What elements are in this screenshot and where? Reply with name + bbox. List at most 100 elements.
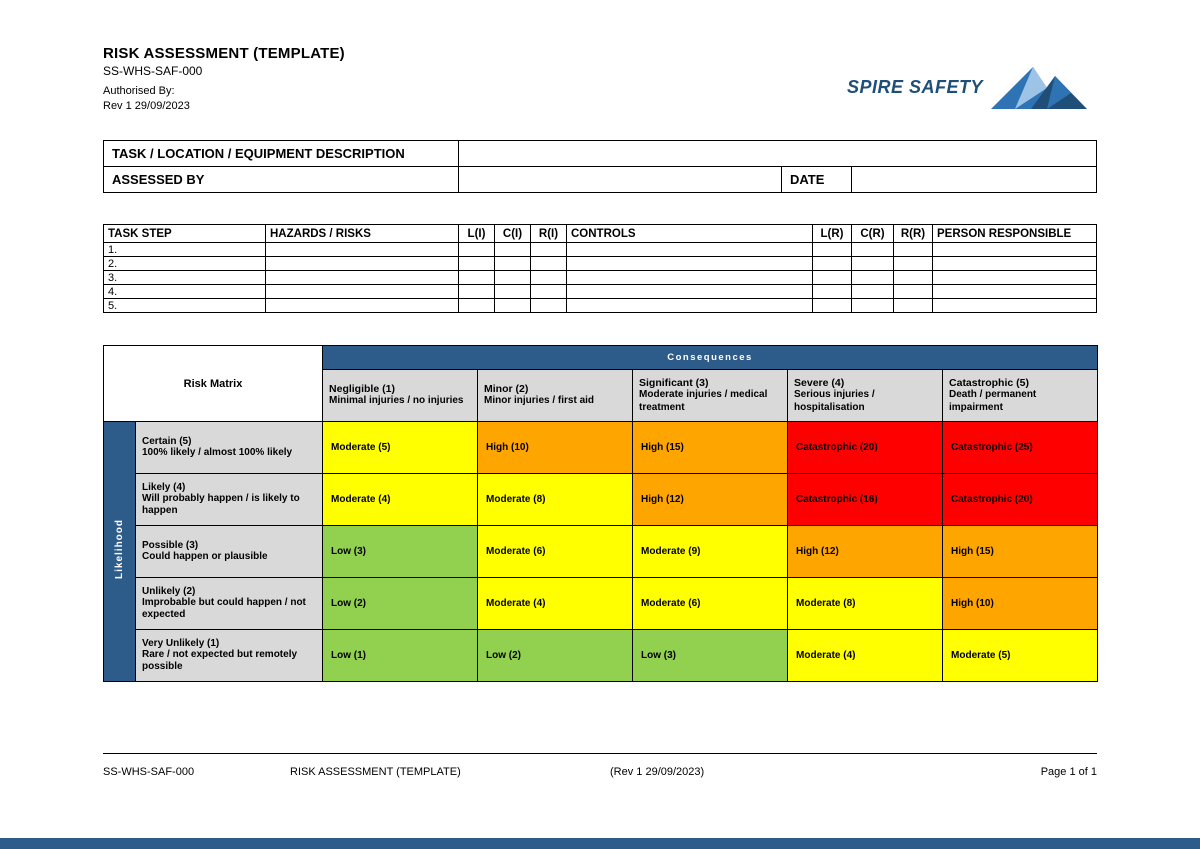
document-page: RISK ASSESSMENT (TEMPLATE) SS-WHS-SAF-00…	[102, 45, 1099, 682]
risk-cell: High (10)	[942, 577, 1099, 630]
consequence-title: Significant (3)	[639, 377, 709, 389]
row-number: 2.	[103, 256, 266, 271]
input-cell[interactable]	[812, 270, 852, 285]
table-row: 5.	[103, 298, 1097, 313]
input-cell[interactable]	[851, 242, 894, 257]
spire-safety-logo: SPIRE SAFETY	[847, 63, 1097, 111]
input-cell[interactable]	[812, 298, 852, 313]
document-footer: SS-WHS-SAF-000 RISK ASSESSMENT (TEMPLATE…	[103, 753, 1097, 778]
input-cell[interactable]	[566, 242, 813, 257]
risk-cell: Moderate (5)	[942, 629, 1099, 682]
input-cell[interactable]	[932, 284, 1097, 299]
input-cell[interactable]	[893, 256, 933, 271]
matrix-row-unlikely: Unlikely (2) Improbable but could happen…	[104, 577, 1099, 630]
risk-cell: Low (2)	[477, 629, 634, 682]
input-cell[interactable]	[458, 166, 782, 193]
input-cell[interactable]	[458, 140, 1097, 167]
input-cell[interactable]	[566, 256, 813, 271]
input-cell[interactable]	[893, 270, 933, 285]
input-cell[interactable]	[851, 284, 894, 299]
input-cell[interactable]	[530, 298, 567, 313]
col-ri: R(I)	[530, 224, 567, 243]
input-cell[interactable]	[893, 242, 933, 257]
input-cell[interactable]	[893, 284, 933, 299]
input-cell[interactable]	[851, 166, 1097, 193]
input-cell[interactable]	[932, 256, 1097, 271]
consequence-desc: Minimal injuries / no injuries	[329, 395, 464, 407]
input-cell[interactable]	[851, 298, 894, 313]
input-cell[interactable]	[851, 270, 894, 285]
consequence-columns-row: Negligible (1) Minimal injuries / no inj…	[104, 369, 1099, 422]
input-cell[interactable]	[265, 284, 459, 299]
input-cell[interactable]	[265, 256, 459, 271]
input-cell[interactable]	[265, 270, 459, 285]
input-cell[interactable]	[932, 270, 1097, 285]
row-number: 3.	[103, 270, 266, 285]
input-cell[interactable]	[458, 242, 495, 257]
likelihood-row-label: Very Unlikely (1) Rare / not expected bu…	[134, 629, 324, 682]
risk-cell: Catastrophic (25)	[942, 421, 1099, 474]
col-cr: C(R)	[851, 224, 894, 243]
footer-revision: (Rev 1 29/09/2023)	[610, 766, 705, 778]
input-cell[interactable]	[265, 298, 459, 313]
input-cell[interactable]	[458, 298, 495, 313]
risk-cell: Moderate (8)	[787, 577, 944, 630]
consequences-header-row: Risk Matrix Consequences	[102, 345, 1099, 422]
risk-cell: Moderate (5)	[322, 421, 479, 474]
input-cell[interactable]	[265, 242, 459, 257]
likelihood-title: Unlikely (2)	[142, 585, 196, 597]
risk-cell: Moderate (4)	[477, 577, 634, 630]
input-cell[interactable]	[494, 298, 531, 313]
table-row: 3.	[103, 270, 1097, 285]
matrix-row-possible: Possible (3) Could happen or plausible L…	[104, 525, 1099, 578]
input-cell[interactable]	[530, 284, 567, 299]
consequence-title: Negligible (1)	[329, 383, 395, 396]
assessed-by-label: ASSESSED BY	[103, 166, 459, 193]
task-location-label: TASK / LOCATION / EQUIPMENT DESCRIPTION	[103, 140, 459, 167]
input-cell[interactable]	[458, 256, 495, 271]
input-cell[interactable]	[566, 284, 813, 299]
likelihood-row-label: Likely (4) Will probably happen / is lik…	[134, 473, 324, 526]
input-cell[interactable]	[566, 298, 813, 313]
mountain-logo-icon	[987, 63, 1097, 111]
input-cell[interactable]	[458, 284, 495, 299]
input-cell[interactable]	[530, 256, 567, 271]
input-cell[interactable]	[566, 270, 813, 285]
col-lr: L(R)	[812, 224, 852, 243]
col-li: L(I)	[458, 224, 495, 243]
risk-cell: Low (3)	[632, 629, 789, 682]
input-cell[interactable]	[530, 242, 567, 257]
input-cell[interactable]	[932, 298, 1097, 313]
table-row: 1.	[103, 242, 1097, 257]
risk-cell: Moderate (9)	[632, 525, 789, 578]
consequence-desc: Minor injuries / first aid	[484, 395, 595, 407]
risk-cell: Moderate (4)	[322, 473, 479, 526]
consequence-desc: Moderate injuries / medical treatment	[639, 389, 768, 413]
col-task-step: TASK STEP	[103, 224, 266, 243]
input-cell[interactable]	[494, 242, 531, 257]
input-cell[interactable]	[458, 270, 495, 285]
consequence-title: Severe (4)	[794, 377, 845, 389]
consequence-desc: Death / permanent impairment	[949, 389, 1037, 413]
input-cell[interactable]	[851, 256, 894, 271]
input-cell[interactable]	[494, 256, 531, 271]
input-cell[interactable]	[530, 270, 567, 285]
footer-page-number: Page 1 of 1	[1040, 766, 1097, 778]
input-cell[interactable]	[494, 284, 531, 299]
input-cell[interactable]	[812, 256, 852, 271]
consequence-column-significant: Significant (3) Moderate injuries / medi…	[632, 369, 789, 422]
doc-id: SS-WHS-SAF-000	[103, 64, 203, 78]
likelihood-title: Very Unlikely (1)	[142, 637, 220, 649]
input-cell[interactable]	[932, 242, 1097, 257]
logo-text: SPIRE SAFETY	[846, 76, 983, 97]
input-cell[interactable]	[812, 284, 852, 299]
likelihood-desc: Improbable but could happen / not expect…	[142, 596, 306, 621]
info-table: TASK / LOCATION / EQUIPMENT DESCRIPTION …	[103, 140, 1097, 193]
input-cell[interactable]	[812, 242, 852, 257]
input-cell[interactable]	[893, 298, 933, 313]
likelihood-row-label: Certain (5) 100% likely / almost 100% li…	[134, 421, 324, 474]
input-cell[interactable]	[494, 270, 531, 285]
consequence-title: Catastrophic (5)	[949, 377, 1029, 389]
table-row: TASK / LOCATION / EQUIPMENT DESCRIPTION	[103, 140, 1097, 167]
likelihood-row-label: Unlikely (2) Improbable but could happen…	[134, 577, 324, 630]
